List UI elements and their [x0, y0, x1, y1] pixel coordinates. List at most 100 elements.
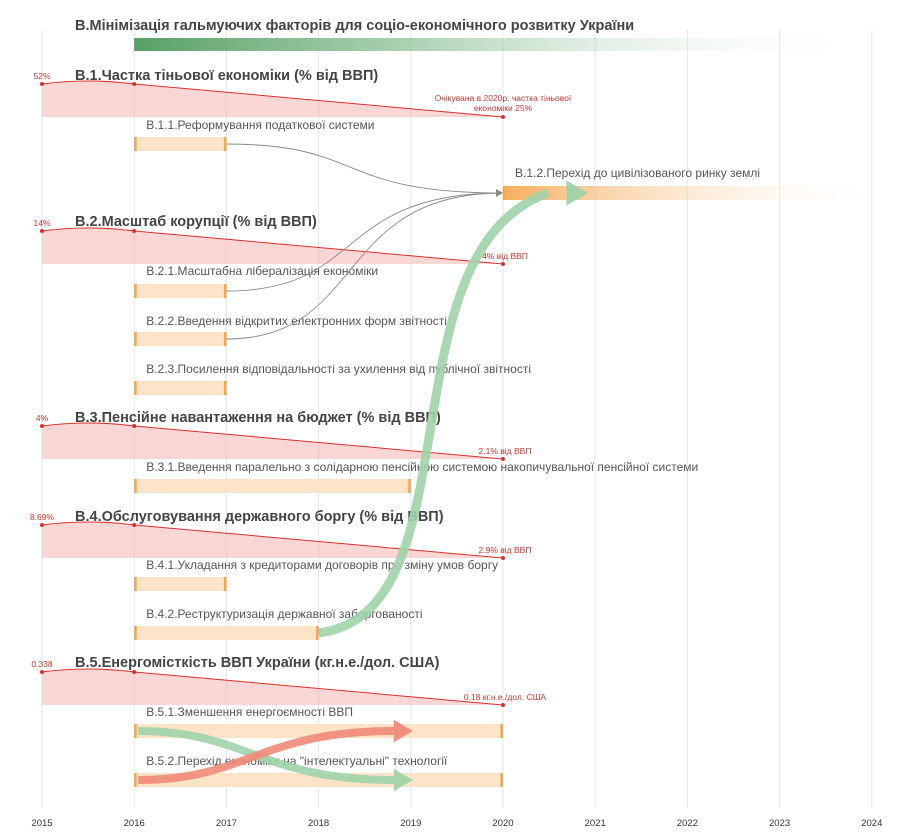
indicator-point: [501, 115, 505, 119]
task-B51: В.5.1.Зменшення енергоємності ВВП: [134, 705, 503, 738]
indicator-B2: В.2.Масштаб корупції (% від ВВП) 14% 4% ві…: [33, 214, 528, 266]
indicator-point: [501, 556, 505, 560]
link-gray-arrowhead: [496, 189, 503, 197]
task-label: В.2.2.Введення відкритих електронних фор…: [146, 314, 447, 328]
end-value-label: 4% від ВВП: [482, 251, 528, 261]
task-bar-start-cap: [134, 724, 137, 738]
link-gray-B11: [226, 143, 504, 194]
indicator-title: В.4.Обслуговування державного боргу (% в…: [75, 509, 444, 525]
indicator-point: [40, 670, 44, 674]
task-bar-end-cap: [408, 479, 411, 493]
task-bar-start-cap: [503, 186, 506, 200]
task-B11: В.1.1.Реформування податкової системи: [134, 118, 374, 151]
start-value-label: 52%: [33, 71, 50, 81]
link-green-B42: [318, 188, 550, 638]
start-value-label: 0.338: [31, 659, 53, 669]
indicator-point: [40, 82, 44, 86]
task-bar: [134, 724, 503, 738]
task-bar: [134, 332, 227, 346]
indicator-B5: В.5.Енергомісткість ВВП України (кг.н.е.…: [31, 655, 546, 707]
task-B42: В.4.2.Реструктуризація державної заборго…: [134, 607, 423, 640]
indicator-title: В.2.Масштаб корупції (% від ВВП): [75, 214, 317, 230]
indicator-point: [132, 670, 137, 674]
start-value-label: 4%: [36, 413, 49, 423]
x-tick-label: 2015: [31, 818, 52, 829]
task-bar-end-cap: [223, 381, 227, 395]
indicator-point: [501, 262, 505, 266]
indicator-point: [132, 523, 137, 527]
task-bar-start-cap: [134, 381, 137, 395]
indicator-title: В.3.Пенсійне навантаження на бюджет (% в…: [75, 410, 441, 426]
task-bar-end-cap: [223, 577, 227, 591]
start-value-label: 8.69%: [30, 512, 55, 522]
task-bar: [134, 626, 319, 640]
title-gradient-bar: [134, 38, 872, 51]
indicator-point: [40, 523, 44, 527]
x-tick-label: 2019: [400, 818, 421, 829]
link-green-B42-arrowhead: [566, 180, 588, 206]
link-gray-B22: [226, 192, 504, 340]
task-bar-end-cap: [500, 773, 503, 787]
task-bar: [134, 479, 411, 493]
indicator-title: В.5.Енергомісткість ВВП України (кг.н.е.…: [75, 655, 440, 671]
x-tick-label: 2024: [861, 818, 882, 829]
indicator-point: [40, 229, 44, 233]
task-bar-end-cap: [223, 332, 227, 346]
task-bar-start-cap: [134, 284, 137, 298]
end-value-label: Очікувана в 2020р. частка тіньової економ…: [435, 93, 572, 113]
indicator-point: [132, 229, 137, 233]
task-bar-start-cap: [134, 137, 137, 151]
task-bar-start-cap: [134, 479, 137, 493]
indicator-point: [501, 703, 505, 707]
indicator-area: [42, 228, 503, 264]
indicator-title: В.1.Частка тіньової економіки (% від ВВП…: [75, 68, 378, 84]
link-green-B51-arrowhead: [393, 768, 413, 792]
link-red-B52: [138, 727, 396, 784]
indicator-area: [42, 522, 503, 558]
task-label: В.1.1.Реформування податкової системи: [146, 118, 374, 132]
link-red-B52-arrowhead: [393, 719, 413, 743]
title-layer: В.Мінімізація гальмуючих факторів для со…: [75, 18, 872, 51]
indicator-point: [132, 82, 137, 86]
task-bar: [134, 577, 227, 591]
links-layer: [138, 143, 588, 792]
indicator-point: [132, 424, 137, 428]
start-value-label: 14%: [33, 218, 50, 228]
end-value-label: 2.1% від ВВП: [479, 446, 532, 456]
task-B12: В.1.2.Перехід до цивілізованого ринку зе…: [503, 166, 872, 200]
task-bar-start-cap: [134, 773, 137, 787]
indicator-B1: В.1.Частка тіньової економіки (% від ВВП…: [33, 68, 572, 119]
x-tick-label: 2020: [492, 818, 513, 829]
x-tick-label: 2018: [308, 818, 329, 829]
task-bar-start-cap: [134, 332, 137, 346]
task-label: В.1.2.Перехід до цивілізованого ринку зе…: [515, 166, 760, 180]
indicator-area: [42, 81, 503, 117]
task-bar-start-cap: [134, 626, 137, 640]
task-label: В.4.2.Реструктуризація державної заборго…: [146, 607, 422, 621]
task-bar: [503, 186, 872, 200]
task-label: В.4.1.Укладання з кредиторами договорів …: [146, 558, 498, 572]
end-value-label-line: економіки 25%: [474, 103, 533, 113]
task-bar: [134, 284, 227, 298]
task-B41: В.4.1.Укладання з кредиторами договорів …: [134, 558, 498, 591]
task-label: В.5.1.Зменшення енергоємності ВВП: [146, 705, 353, 719]
end-value-label: 0.18 кг.н.е./дол. США: [464, 692, 547, 702]
tasks-layer: В.1.1.Реформування податкової системи В.1…: [134, 118, 872, 787]
indicators-layer: В.1.Частка тіньової економіки (% від ВВП…: [30, 68, 572, 707]
end-value-label-line: Очікувана в 2020р. частка тіньової: [435, 93, 572, 103]
task-bar: [134, 381, 227, 395]
indicator-point: [501, 457, 505, 461]
task-bar: [134, 773, 503, 787]
link-gray-B21: [226, 192, 504, 292]
x-axis: 2015 2016 2017 2018 2019 2020 2021 2022 2023 2024: [31, 818, 882, 829]
task-bar-end-cap: [223, 137, 227, 151]
indicator-area: [42, 669, 503, 705]
end-value-label: 2.9% від ВВП: [479, 545, 532, 555]
indicator-B3: В.3.Пенсійне навантаження на бюджет (% в…: [36, 410, 532, 461]
task-label: В.2.3.Посилення відповідальності за ухил…: [146, 362, 531, 376]
x-tick-label: 2017: [216, 818, 237, 829]
task-bar-end-cap: [316, 626, 319, 640]
task-bar-start-cap: [134, 577, 137, 591]
x-tick-label: 2016: [124, 818, 145, 829]
